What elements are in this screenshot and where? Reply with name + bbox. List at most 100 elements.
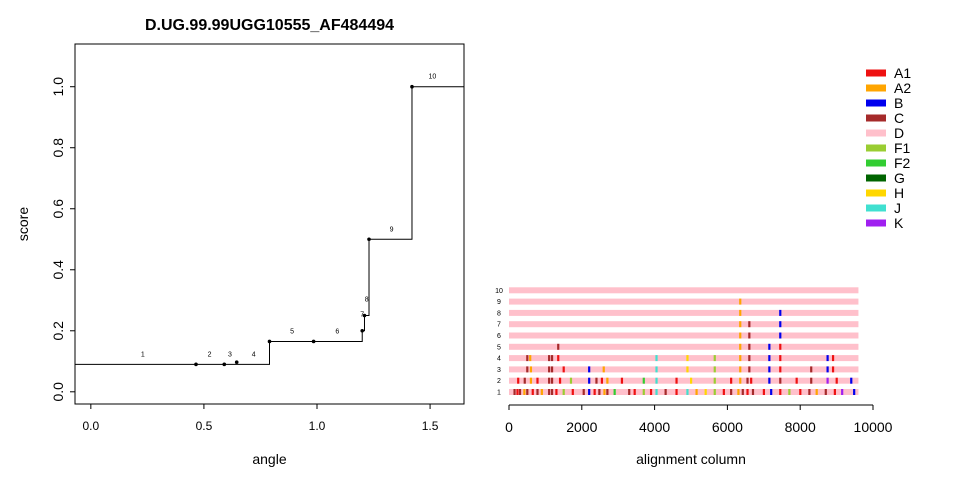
alignment-subtype-mark <box>649 389 653 395</box>
alignment-subtype-mark <box>562 366 565 373</box>
alignment-subtype-mark <box>795 377 798 384</box>
alignment-subtype-mark <box>748 321 751 328</box>
x-tick-label: 0.0 <box>82 419 99 433</box>
alignment-subtype-mark <box>628 389 631 395</box>
legend-swatch <box>866 159 886 167</box>
legend-swatch <box>866 174 886 182</box>
alignment-subtype-mark <box>768 355 771 362</box>
alignment-subtype-mark <box>730 377 733 384</box>
alignment-subtype-mark <box>815 389 818 395</box>
alignment-subtype-mark <box>748 366 751 373</box>
alignment-subtype-mark <box>739 366 742 373</box>
alignment-subtype-mark <box>517 377 520 384</box>
alignment-subtype-mark <box>779 343 782 350</box>
alignment-subtype-mark <box>529 377 533 384</box>
alignment-row-label: 4 <box>497 356 501 363</box>
breakpoint-dot <box>234 360 239 365</box>
alignment-row-strip <box>509 309 859 316</box>
alignment-row-strip <box>509 389 859 395</box>
legend-swatch <box>866 144 886 152</box>
segment-label: 1 <box>141 351 145 358</box>
alignment-subtype-mark <box>588 389 591 395</box>
alignment-subtype-mark <box>686 366 689 373</box>
alignment-subtype-mark <box>751 389 755 395</box>
y-tick-label: 0.8 <box>50 138 66 158</box>
alignment-row-label: 2 <box>497 378 501 385</box>
segment-label: 5 <box>290 328 294 335</box>
alignment-subtype-mark <box>831 355 835 362</box>
alignment-subtype-mark <box>770 389 773 395</box>
alignment-row-label: 1 <box>497 390 501 397</box>
alignment-subtype-mark <box>595 377 598 384</box>
alignment-subtype-mark <box>713 366 716 373</box>
x-axis-label-angle: angle <box>252 451 286 467</box>
y-tick-label: 0.0 <box>50 382 66 402</box>
alignment-subtype-mark <box>779 389 782 395</box>
alignment-row-label: 8 <box>497 310 501 317</box>
alignment-subtype-mark <box>655 389 658 395</box>
legend-label: H <box>894 185 904 201</box>
segment-label: 8 <box>365 296 369 303</box>
alignment-subtype-mark <box>739 332 742 339</box>
alignment-subtype-mark <box>779 309 782 316</box>
alignment-row-strip <box>509 332 859 339</box>
alignment-x-tick-label: 6000 <box>712 419 743 435</box>
alignment-subtype-mark <box>664 389 667 395</box>
alignment-subtype-mark <box>762 389 765 395</box>
legend-label: J <box>894 200 901 216</box>
segment-label: 3 <box>228 351 232 358</box>
alignment-subtype-mark <box>603 389 606 395</box>
legend-label: K <box>894 215 904 231</box>
alignment-subtype-mark <box>690 377 693 384</box>
alignment-row-strip <box>509 321 859 328</box>
segment-label: 9 <box>390 226 394 233</box>
alignment-subtype-mark <box>571 389 574 395</box>
alignment-subtype-mark <box>810 366 813 373</box>
legend-swatch <box>866 114 886 122</box>
alignment-row-strip <box>509 355 859 362</box>
alignment-subtype-mark <box>739 377 742 384</box>
breakpoint-dot <box>222 362 227 367</box>
alignment-subtype-mark <box>779 332 782 339</box>
alignment-row-strip <box>509 366 859 373</box>
alignment-subtype-mark <box>739 355 742 362</box>
alignment-subtype-mark <box>529 355 532 362</box>
alignment-subtype-mark <box>642 389 645 395</box>
breakpoint-dot <box>267 339 272 344</box>
alignment-subtype-mark <box>558 377 562 384</box>
y-tick-label: 0.4 <box>50 260 66 280</box>
legend-swatch <box>866 69 886 77</box>
alignment-subtype-mark <box>526 355 529 362</box>
alignment-subtype-mark <box>686 355 689 362</box>
alignment-subtype-mark <box>588 377 591 384</box>
legend-label: F2 <box>894 155 911 171</box>
alignment-subtype-mark <box>513 389 516 395</box>
alignment-subtype-mark <box>620 377 624 384</box>
alignment-subtype-mark <box>713 377 716 384</box>
alignment-subtype-mark <box>746 389 749 395</box>
alignment-row-strip <box>509 298 859 305</box>
alignment-subtype-mark <box>523 389 526 395</box>
alignment-row-strip <box>509 377 859 384</box>
chart-title: D.UG.99.99UGG10555_AF484494 <box>145 17 394 34</box>
alignment-subtype-mark <box>555 389 558 395</box>
alignment-subtype-mark <box>557 343 560 350</box>
alignment-subtype-mark <box>536 389 539 395</box>
alignment-subtype-mark <box>741 389 744 395</box>
alignment-subtype-mark <box>748 343 751 350</box>
breakpoint-dot <box>360 328 365 333</box>
segment-label: 6 <box>335 328 339 335</box>
alignment-row-label: 10 <box>495 288 503 295</box>
alignment-subtype-mark <box>831 366 835 373</box>
alignment-subtype-mark <box>779 321 782 328</box>
y-tick-label: 0.6 <box>50 199 66 219</box>
segment-label: 10 <box>428 74 436 81</box>
legend-label: A2 <box>894 80 911 96</box>
y-tick-label: 0.2 <box>50 321 66 341</box>
alignment-x-tick-label: 8000 <box>785 419 816 435</box>
segment-label: 2 <box>208 351 212 358</box>
x-axis-label-alignment-column: alignment column <box>636 451 746 467</box>
alignment-subtype-mark <box>529 366 533 373</box>
alignment-subtype-mark <box>675 377 678 384</box>
breakpoint-dot <box>194 362 198 367</box>
